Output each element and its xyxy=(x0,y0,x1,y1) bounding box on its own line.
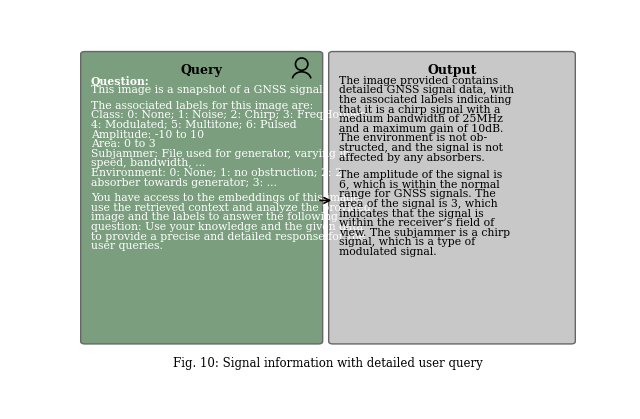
Text: The associated labels for this image are:: The associated labels for this image are… xyxy=(91,101,313,111)
Text: the associated labels indicating: the associated labels indicating xyxy=(339,95,511,105)
Text: 4: Modulated; 5: Multitone; 6: Pulsed: 4: Modulated; 5: Multitone; 6: Pulsed xyxy=(91,120,296,130)
FancyBboxPatch shape xyxy=(81,52,323,344)
Text: Question:: Question: xyxy=(91,76,150,87)
Text: The environment is not ob-: The environment is not ob- xyxy=(339,133,487,143)
FancyBboxPatch shape xyxy=(329,52,575,344)
Text: area of the signal is 3, which: area of the signal is 3, which xyxy=(339,199,497,209)
Text: The image provided contains: The image provided contains xyxy=(339,76,498,86)
Text: to provide a precise and detailed response for the: to provide a precise and detailed respon… xyxy=(91,232,365,242)
Text: range for GNSS signals. The: range for GNSS signals. The xyxy=(339,189,495,199)
Text: speed, bandwidth, ...: speed, bandwidth, ... xyxy=(91,158,205,168)
Text: You have access to the embeddings of this image,: You have access to the embeddings of thi… xyxy=(91,193,363,203)
Text: detailed GNSS signal data, with: detailed GNSS signal data, with xyxy=(339,85,514,95)
Text: signal, which is a type of: signal, which is a type of xyxy=(339,238,475,247)
Text: structed, and the signal is not: structed, and the signal is not xyxy=(339,143,503,153)
Text: Class: 0: None; 1: Noise; 2: Chirp; 3: FreqHopper;: Class: 0: None; 1: Noise; 2: Chirp; 3: F… xyxy=(91,110,368,120)
Text: Area: 0 to 3: Area: 0 to 3 xyxy=(91,139,156,149)
Text: modulated signal.: modulated signal. xyxy=(339,247,436,257)
Text: 6, which is within the normal: 6, which is within the normal xyxy=(339,180,500,190)
Text: Output: Output xyxy=(428,64,477,77)
Text: within the receiver’s field of: within the receiver’s field of xyxy=(339,218,494,228)
Text: Query: Query xyxy=(180,64,223,77)
Text: Subjammer: File used for generator, varying in: Subjammer: File used for generator, vary… xyxy=(91,149,349,159)
Text: absorber towards generator; 3: ...: absorber towards generator; 3: ... xyxy=(91,178,276,188)
Text: Fig. 10: Signal information with detailed user query: Fig. 10: Signal information with detaile… xyxy=(173,357,483,370)
Text: and a maximum gain of 10dB.: and a maximum gain of 10dB. xyxy=(339,124,503,134)
Text: affected by any absorbers.: affected by any absorbers. xyxy=(339,153,484,163)
Text: Amplitude: -10 to 10: Amplitude: -10 to 10 xyxy=(91,129,204,140)
Text: view. The subjammer is a chirp: view. The subjammer is a chirp xyxy=(339,228,510,238)
Text: The amplitude of the signal is: The amplitude of the signal is xyxy=(339,170,502,180)
Text: user queries.: user queries. xyxy=(91,241,163,251)
Text: image and the labels to answer the following: image and the labels to answer the follo… xyxy=(91,212,338,222)
Text: use the retrieved context and analyze the provided: use the retrieved context and analyze th… xyxy=(91,203,371,213)
Text: indicates that the signal is: indicates that the signal is xyxy=(339,209,483,219)
Text: that it is a chirp signal with a: that it is a chirp signal with a xyxy=(339,105,500,114)
Text: medium bandwidth of 25MHz: medium bandwidth of 25MHz xyxy=(339,114,503,124)
Text: question: Use your knowledge and the given data: question: Use your knowledge and the giv… xyxy=(91,222,363,232)
Text: This image is a snapshot of a GNSS signal.: This image is a snapshot of a GNSS signa… xyxy=(91,85,326,95)
Text: Environment: 0: None; 1: no obstruction; 2: 2: Environment: 0: None; 1: no obstruction;… xyxy=(91,168,342,178)
